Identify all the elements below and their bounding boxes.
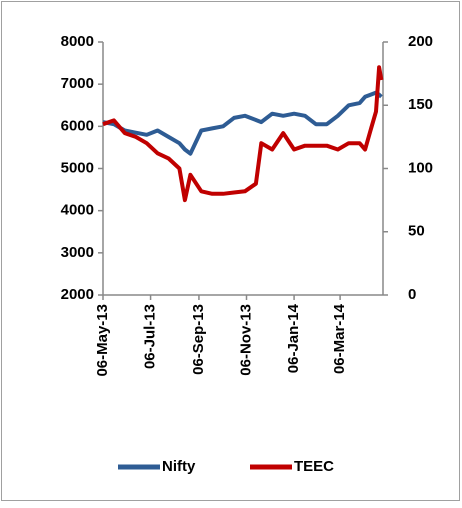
y-tick-label: 6000 <box>61 117 94 134</box>
x-tick-label: 06-Jan-14 <box>285 303 302 373</box>
y-tick-label: 7000 <box>61 75 94 92</box>
y-tick-label: 2000 <box>61 286 94 303</box>
series-line <box>102 90 383 156</box>
y2-tick-label: 200 <box>408 33 433 50</box>
y-tick-label: 5000 <box>61 159 94 176</box>
y2-tick-label: 150 <box>408 96 433 113</box>
y-tick-label: 4000 <box>61 202 94 219</box>
x-tick-label: 06-Sep-13 <box>190 304 207 375</box>
y-tick-label: 3000 <box>61 244 94 261</box>
y-tick-label: 8000 <box>61 33 94 50</box>
legend-label: TEEC <box>294 458 334 475</box>
y2-tick-label: 50 <box>408 223 425 240</box>
x-tick-label: 06-Mar-14 <box>331 303 348 374</box>
x-tick-label: 06-May-13 <box>94 304 111 377</box>
x-tick-label: 06-Jul-13 <box>142 304 159 369</box>
y2-tick-label: 100 <box>408 159 433 176</box>
legend-label: Nifty <box>162 458 196 475</box>
x-tick-label: 06-Nov-13 <box>237 304 254 376</box>
y2-tick-label: 0 <box>408 286 416 303</box>
series-line <box>102 65 384 203</box>
